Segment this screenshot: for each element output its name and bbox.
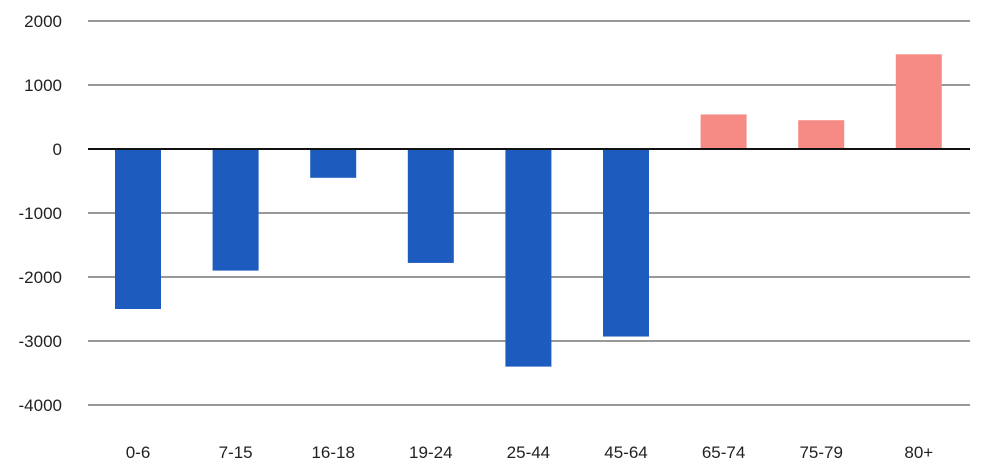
x-tick-label: 19-24	[409, 443, 452, 462]
bars	[115, 54, 942, 367]
bar	[212, 149, 259, 271]
y-tick-label: -2000	[19, 268, 62, 287]
bar	[700, 114, 747, 149]
x-tick-label: 75-79	[799, 443, 842, 462]
x-tick-label: 25-44	[507, 443, 550, 462]
y-tick-label: -1000	[19, 204, 62, 223]
bar	[310, 149, 357, 178]
x-tick-label: 16-18	[311, 443, 354, 462]
y-tick-label: 0	[53, 140, 62, 159]
y-tick-label: -3000	[19, 332, 62, 351]
y-tick-label: 2000	[24, 12, 62, 31]
y-tick-label: 1000	[24, 76, 62, 95]
x-tick-label: 45-64	[604, 443, 647, 462]
y-tick-label: -4000	[19, 396, 62, 415]
x-axis-labels: 0-6 7-15 16-18 19-24 25-44 45-64 65-74 75-79 80+	[126, 443, 934, 462]
bar	[505, 149, 552, 367]
bar	[115, 149, 161, 309]
bar	[603, 149, 649, 337]
x-tick-label: 80+	[904, 443, 933, 462]
bar	[798, 120, 845, 149]
bar	[895, 54, 942, 149]
x-tick-label: 7-15	[219, 443, 253, 462]
bar	[407, 149, 454, 263]
x-tick-label: 0-6	[126, 443, 151, 462]
y-axis-ticks: 2000 1000 0 -1000 -2000 -3000 -4000	[19, 12, 62, 415]
x-tick-label: 65-74	[702, 443, 745, 462]
